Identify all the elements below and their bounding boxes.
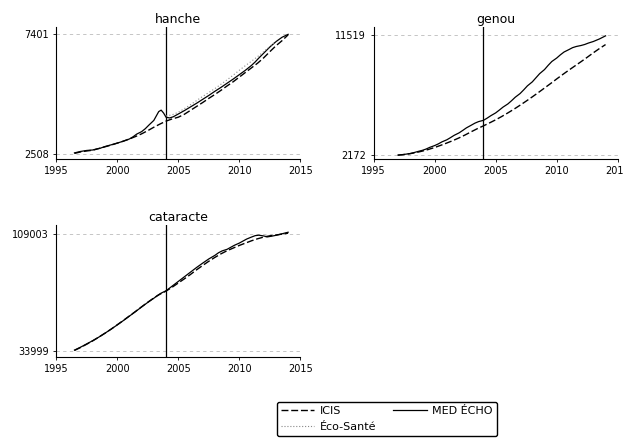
Title: genou: genou [476,12,515,25]
Legend: ICIS, Éco-Santé, MED ÉCHO: ICIS, Éco-Santé, MED ÉCHO [276,401,497,436]
Title: cataracte: cataracte [149,211,208,223]
Title: hanche: hanche [155,12,202,25]
